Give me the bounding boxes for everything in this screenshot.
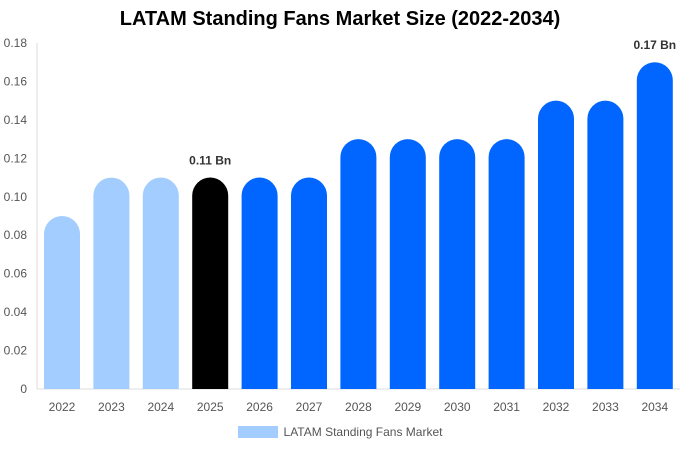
bar (636, 62, 673, 389)
x-tick-label: 2026 (246, 400, 273, 414)
bar (587, 100, 624, 389)
legend-swatch (237, 426, 278, 438)
legend[interactable]: LATAM Standing Fans Market (0, 425, 680, 439)
x-tick-label: 2029 (394, 400, 421, 414)
y-tick-label: 0.10 (4, 190, 28, 204)
bar (538, 100, 574, 389)
x-tick-label: 2033 (592, 400, 619, 414)
y-tick-label: 0.18 (4, 36, 28, 50)
bar (340, 139, 377, 389)
x-tick-label: 2030 (444, 400, 471, 414)
x-tick-label: 2032 (543, 400, 570, 414)
x-tick-label: 2027 (296, 400, 323, 414)
y-tick-label: 0.12 (4, 151, 28, 165)
y-tick-label: 0.04 (4, 305, 28, 319)
x-tick-label: 2028 (345, 400, 372, 414)
chart-title: LATAM Standing Fans Market Size (2022-20… (119, 8, 561, 30)
legend-label: LATAM Standing Fans Market (283, 425, 443, 439)
bar (142, 177, 179, 389)
y-tick-label: 0.14 (4, 113, 28, 127)
bar (192, 177, 229, 389)
x-tick-label: 2022 (49, 400, 76, 414)
bar (488, 139, 525, 389)
bar (291, 177, 327, 389)
x-tick-label: 2034 (641, 400, 668, 414)
bar (44, 216, 80, 389)
bar (93, 177, 130, 389)
y-tick-label: 0.02 (4, 344, 28, 358)
bar (389, 139, 426, 389)
x-tick-label: 2023 (98, 400, 125, 414)
y-tick-label: 0.06 (4, 267, 28, 281)
x-tick-label: 2031 (493, 400, 520, 414)
x-tick-label: 2025 (197, 400, 224, 414)
data-label: 0.17 Bn (633, 38, 676, 52)
data-label: 0.11 Bn (189, 154, 231, 168)
bar (241, 177, 278, 389)
bar (439, 139, 476, 389)
y-tick-label: 0.16 (4, 74, 28, 88)
x-tick-label: 2024 (147, 400, 174, 414)
y-tick-label: 0.08 (4, 228, 28, 242)
y-tick-label: 0 (20, 382, 27, 396)
